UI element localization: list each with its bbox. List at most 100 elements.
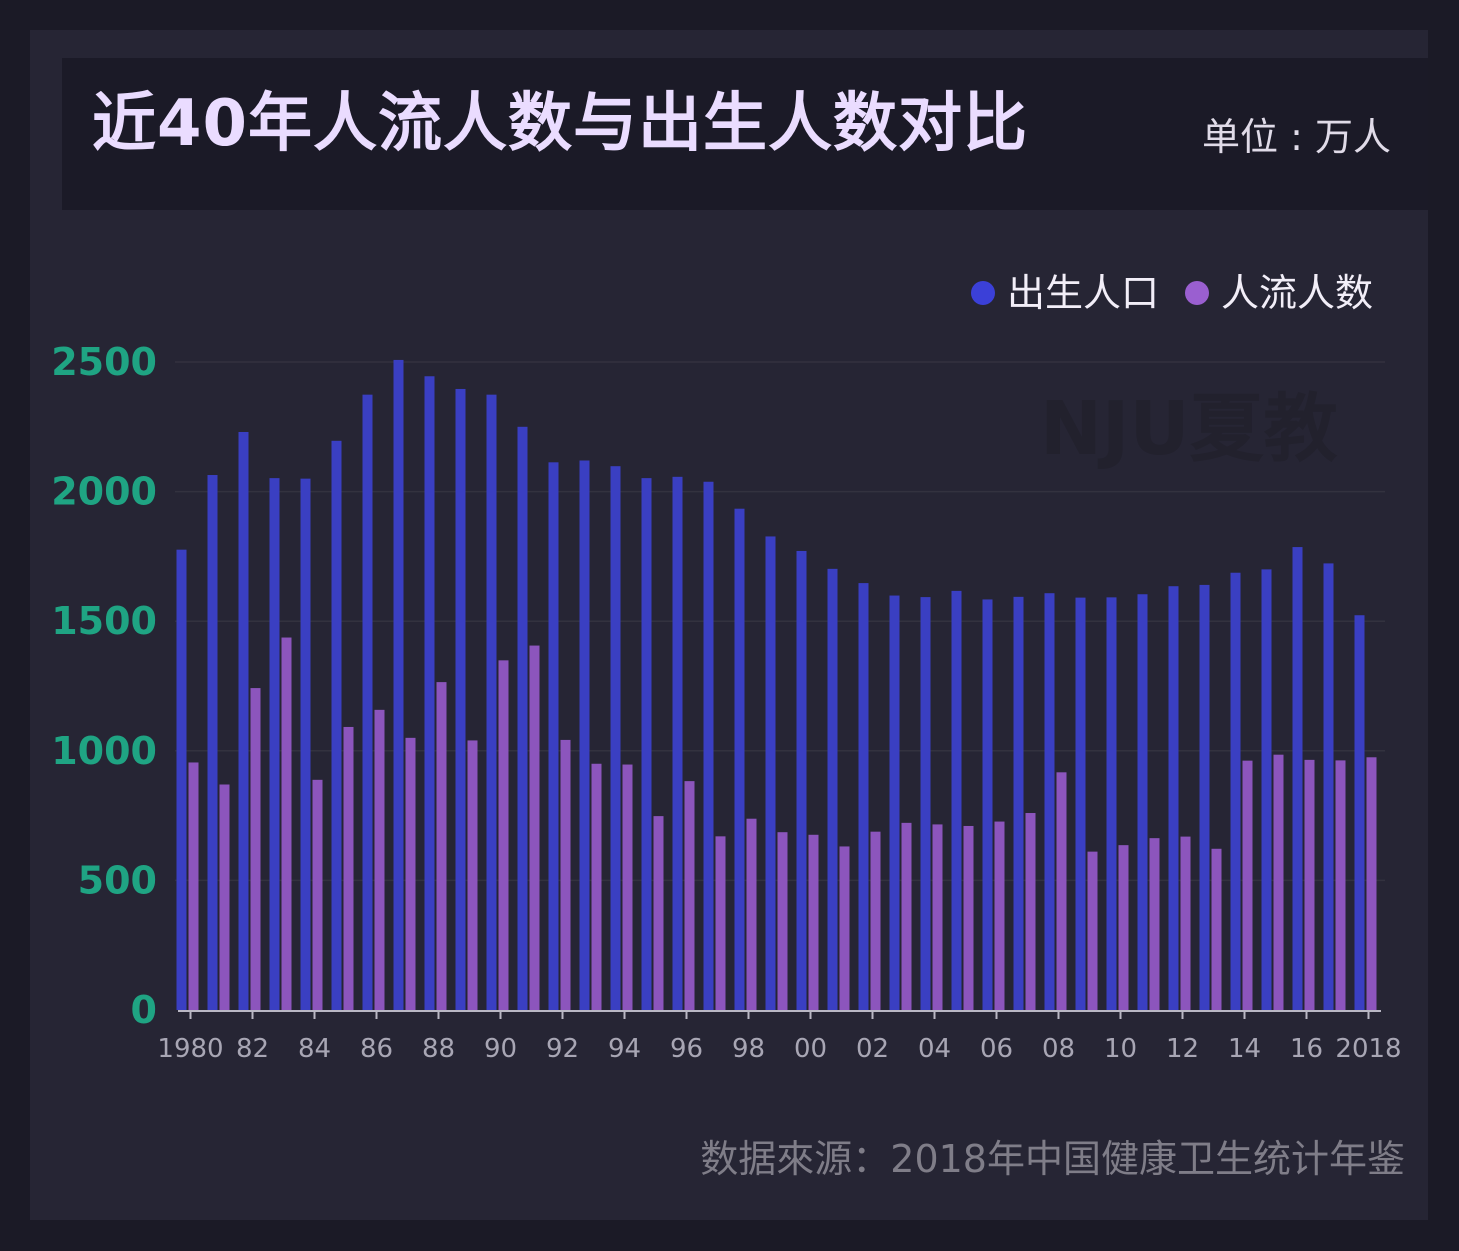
bar-birth-1996 — [672, 476, 683, 1011]
y-axis: 0 500 1000 1500 2000 2500 — [51, 340, 157, 1032]
bar-birth-2000 — [796, 550, 807, 1010]
legend-dot-birth — [970, 281, 995, 305]
x-tick-label-88: 88 — [422, 1034, 455, 1064]
x-tick-label-84: 84 — [298, 1034, 331, 1064]
bar-birth-2008 — [1044, 593, 1055, 1010]
legend-label-abortion: 人流人数 — [1220, 271, 1373, 315]
x-tick-label-04: 04 — [918, 1034, 951, 1064]
bar-abortion-2015 — [1273, 754, 1284, 1010]
bar-birth-1995 — [641, 478, 652, 1011]
bar-birth-2001 — [827, 568, 838, 1010]
bar-abortion-1997 — [715, 836, 726, 1010]
watermark: NJU夏教 — [1040, 386, 1338, 472]
bar-birth-1987 — [393, 359, 404, 1010]
bar-abortion-1987 — [405, 737, 416, 1010]
bar-birth-1985 — [331, 440, 342, 1010]
x-tick-label-02: 02 — [856, 1034, 889, 1064]
x-tick-label-00: 00 — [794, 1034, 827, 1064]
bar-abortion-1998 — [746, 818, 757, 1010]
bar-abortion-1995 — [653, 816, 664, 1010]
bar-abortion-2016 — [1304, 759, 1315, 1010]
bars — [176, 359, 1377, 1011]
bar-abortion-2000 — [808, 834, 819, 1010]
x-tick-label-08: 08 — [1042, 1034, 1075, 1064]
bar-abortion-2003 — [901, 822, 912, 1010]
bar-birth-2007 — [1013, 596, 1024, 1010]
bar-abortion-1991 — [529, 645, 540, 1010]
legend-item-abortion: 人流人数 — [1184, 271, 1373, 315]
y-tick-label-2000: 2000 — [51, 470, 157, 514]
bar-birth-1993 — [579, 460, 590, 1011]
unit-label: 单位 : 万人 — [1202, 115, 1391, 159]
bar-abortion-2002 — [870, 831, 881, 1010]
bar-abortion-2018 — [1366, 757, 1377, 1010]
bar-birth-1991 — [517, 426, 528, 1010]
bar-birth-2004 — [920, 597, 931, 1010]
bar-abortion-1985 — [343, 726, 354, 1010]
bar-birth-1997 — [703, 481, 714, 1011]
bar-birth-1999 — [765, 536, 776, 1010]
legend: 出生人口 人流人数 — [970, 268, 1373, 318]
legend-dot-abortion — [1184, 281, 1209, 305]
bar-abortion-1986 — [374, 709, 385, 1010]
bar-abortion-2007 — [1025, 813, 1036, 1010]
bar-birth-1994 — [610, 466, 621, 1011]
data-source: 数据來源：2018年中国健康卫生统计年鉴 — [700, 1137, 1405, 1181]
bar-abortion-1996 — [684, 781, 695, 1010]
bar-birth-1992 — [548, 462, 559, 1010]
bar-birth-2010 — [1106, 597, 1117, 1010]
bar-abortion-2005 — [963, 825, 974, 1010]
bar-birth-2011 — [1137, 594, 1148, 1010]
bar-abortion-1989 — [467, 740, 478, 1010]
x-tick-label-2018: 2018 — [1335, 1034, 1401, 1064]
bar-abortion-2011 — [1149, 838, 1160, 1010]
x-tick-label-92: 92 — [546, 1034, 579, 1064]
bar-abortion-1980 — [188, 762, 199, 1010]
legend-label-birth: 出生人口 — [1006, 271, 1159, 315]
bar-birth-1989 — [455, 388, 466, 1010]
bar-abortion-2004 — [932, 824, 943, 1010]
bar-birth-1998 — [734, 508, 745, 1010]
bar-birth-1990 — [486, 394, 497, 1011]
x-tick-label-86: 86 — [360, 1034, 393, 1064]
bar-abortion-2008 — [1056, 772, 1067, 1010]
y-tick-label-1000: 1000 — [51, 729, 157, 773]
y-tick-label-2500: 2500 — [51, 340, 157, 384]
title-band — [62, 58, 1428, 210]
bar-birth-2009 — [1075, 597, 1086, 1010]
bar-abortion-2013 — [1211, 848, 1222, 1010]
bar-abortion-2006 — [994, 821, 1005, 1010]
y-tick-label-0: 0 — [131, 988, 157, 1032]
bar-birth-2012 — [1168, 586, 1179, 1010]
x-tick-label-06: 06 — [980, 1034, 1013, 1064]
bar-birth-2014 — [1230, 572, 1241, 1010]
bar-abortion-1990 — [498, 660, 509, 1010]
bar-abortion-2001 — [839, 846, 850, 1010]
bar-abortion-2012 — [1180, 836, 1191, 1010]
x-tick-label-16: 16 — [1290, 1034, 1323, 1064]
bar-abortion-2010 — [1118, 845, 1129, 1010]
x-tick-label-96: 96 — [670, 1034, 703, 1064]
bar-birth-1981 — [207, 475, 218, 1010]
bar-birth-2003 — [889, 595, 900, 1010]
bar-birth-1980 — [176, 549, 187, 1010]
y-tick-label-1500: 1500 — [51, 599, 157, 643]
bar-abortion-1992 — [560, 739, 571, 1010]
bar-birth-2016 — [1292, 547, 1303, 1010]
x-tick-label-10: 10 — [1104, 1034, 1137, 1064]
bar-abortion-2014 — [1242, 760, 1253, 1010]
y-tick-label-500: 500 — [78, 858, 157, 902]
x-tick-label-1980: 1980 — [157, 1034, 223, 1064]
bar-birth-1982 — [238, 431, 249, 1010]
bar-birth-2017 — [1323, 563, 1334, 1010]
x-tick-label-82: 82 — [236, 1034, 269, 1064]
bar-abortion-2017 — [1335, 760, 1346, 1010]
bar-birth-2005 — [951, 590, 962, 1010]
x-tick-label-12: 12 — [1166, 1034, 1199, 1064]
bar-birth-2015 — [1261, 569, 1272, 1010]
bar-abortion-1982 — [250, 688, 261, 1010]
x-tick-label-98: 98 — [732, 1034, 765, 1064]
bar-abortion-1983 — [281, 637, 292, 1010]
bar-birth-2018 — [1354, 615, 1365, 1010]
bar-abortion-2009 — [1087, 851, 1098, 1010]
